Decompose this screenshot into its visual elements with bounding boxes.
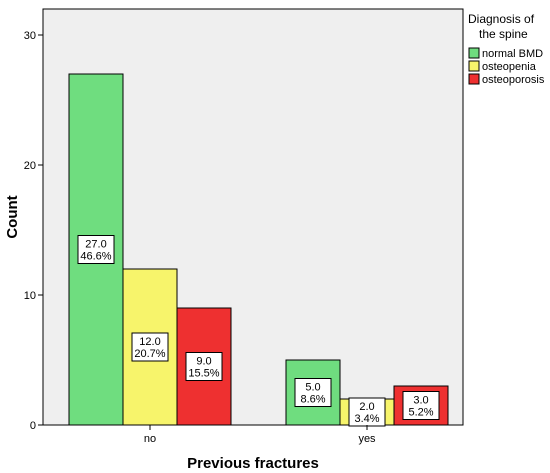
data-label: 27.046.6% <box>77 235 115 264</box>
data-label-box <box>131 332 169 362</box>
y-tick-label: 10 <box>24 290 36 302</box>
y-axis-label: Count <box>4 195 21 238</box>
data-label: 3.05.2% <box>402 391 440 420</box>
y-axis: 0 10 20 30 <box>24 30 43 432</box>
legend-title-line-2: the spine <box>479 27 528 41</box>
data-label-count: 3.0 <box>413 395 428 407</box>
data-label-percent: 20.7% <box>134 348 165 360</box>
data-label-count: 27.0 <box>85 239 106 251</box>
x-tick-label-no: no <box>144 433 156 445</box>
legend: Diagnosis of the spine normal BMDosteope… <box>468 12 545 86</box>
data-label-percent: 15.5% <box>188 368 219 380</box>
data-label-count: 5.0 <box>305 382 320 394</box>
legend-label-osteopenia: osteopenia <box>482 61 537 73</box>
x-axis-label: Previous fractures <box>187 455 319 472</box>
y-tick-label: 30 <box>24 30 36 42</box>
data-label-box <box>294 378 332 407</box>
data-label: 9.015.5% <box>185 352 223 381</box>
y-tick-label: 0 <box>30 420 36 432</box>
y-tick-label: 20 <box>24 160 36 172</box>
data-label-count: 9.0 <box>196 356 211 368</box>
data-label-percent: 3.4% <box>354 413 379 425</box>
legend-swatch-osteopenia <box>468 60 480 72</box>
data-label-count: 12.0 <box>139 336 160 348</box>
legend-label-osteoporosis: osteoporosis <box>482 74 545 86</box>
bars-layer: 27.046.6% 12.020.7% 9.015.5% 5.08.6% 2.03.4%… <box>68 73 449 427</box>
legend-swatch-normal-bmd <box>468 47 480 59</box>
legend-label-normal-bmd: normal BMD <box>482 48 543 60</box>
legend-swatch-osteoporosis <box>468 73 480 85</box>
data-label-percent: 8.6% <box>300 394 325 406</box>
data-label-box <box>185 352 223 381</box>
data-label-percent: 5.2% <box>408 407 433 419</box>
data-label-box <box>77 235 115 264</box>
legend-title-line-1: Diagnosis of <box>468 12 535 26</box>
x-tick-label-yes: yes <box>358 433 376 445</box>
x-axis: no yes <box>144 425 376 445</box>
data-label: 5.08.6% <box>294 378 332 407</box>
data-label-count: 2.0 <box>359 401 374 413</box>
data-label-percent: 46.6% <box>80 251 111 263</box>
data-label-box <box>348 397 386 427</box>
data-label-box <box>402 391 440 420</box>
data-label: 2.03.4% <box>348 397 386 427</box>
data-label: 12.020.7% <box>131 332 169 362</box>
